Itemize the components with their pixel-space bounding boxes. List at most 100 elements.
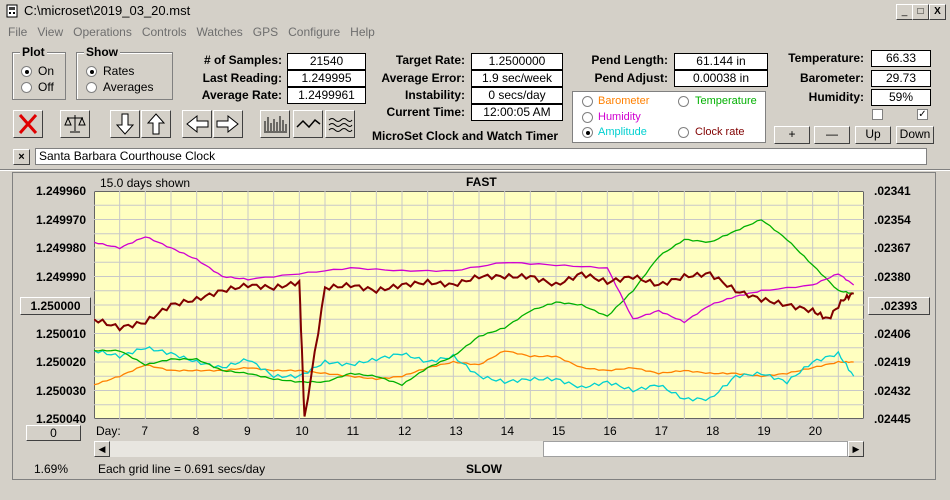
bar-graph-icon: [264, 116, 287, 133]
checkbox-1[interactable]: [872, 109, 883, 120]
scroll-left-button[interactable]: ◀: [94, 441, 110, 457]
percent-label: 1.69%: [34, 462, 69, 476]
day-tick-label: 13: [449, 424, 463, 438]
day-tick-label: 17: [654, 424, 669, 438]
up-button[interactable]: Up: [855, 126, 891, 144]
scroll-right-button[interactable]: ▶: [848, 441, 864, 457]
arrow-up-button[interactable]: [141, 110, 171, 138]
show-rates-radio[interactable]: [86, 66, 97, 77]
average-error-value: 1.9 sec/week: [471, 70, 563, 87]
maximize-button[interactable]: □: [912, 4, 929, 20]
right-tick-label: .02419: [874, 355, 911, 369]
temperature-radio[interactable]: [678, 96, 689, 107]
average-error-label: Average Error:: [381, 71, 465, 85]
pend-length-label: Pend Length:: [591, 53, 668, 67]
menu-controls[interactable]: Controls: [141, 25, 187, 39]
grid-note-label: Each grid line = 0.691 secs/day: [98, 462, 266, 476]
left-tick-label: 1.249990: [35, 269, 86, 284]
temperature-label: Temperature: [695, 95, 757, 107]
horizontal-scrollbar[interactable]: ◀ ▶: [94, 441, 864, 457]
menu-operations[interactable]: Operations: [73, 25, 132, 39]
series-line-amplitude: [94, 346, 855, 402]
plot-on-label: On: [38, 64, 55, 78]
app-icon: [6, 4, 18, 18]
left-tick-label: 1.250010: [35, 326, 86, 341]
show-group-title: Show: [84, 45, 120, 59]
samples-label: # of Samples:: [203, 53, 282, 67]
plot-area[interactable]: [94, 191, 864, 419]
day-tick-label: 7: [141, 424, 149, 438]
menu-gps[interactable]: GPS: [252, 25, 279, 39]
arrow-right-button[interactable]: [213, 110, 243, 138]
clear-button[interactable]: [13, 110, 43, 138]
day-tick-label: 11: [346, 424, 360, 438]
humidity-label: Humidity: [598, 111, 641, 123]
amplitude-radio[interactable]: [582, 127, 593, 138]
balance-button[interactable]: [60, 110, 90, 138]
days-shown-label: 15.0 days shown: [100, 176, 191, 190]
left-tick-label: 1.249960: [35, 184, 86, 198]
menu-view[interactable]: View: [37, 25, 64, 39]
plot-group-title: Plot: [20, 45, 47, 59]
minimize-button[interactable]: _: [896, 4, 913, 20]
series-line-clock-rate: [94, 271, 854, 417]
clock-name-field[interactable]: Santa Barbara Courthouse Clock: [35, 148, 927, 165]
show-averages-radio[interactable]: [86, 82, 97, 93]
slow-label: SLOW: [466, 462, 502, 476]
arrow-down-button[interactable]: [110, 110, 140, 138]
series-selector: [572, 91, 766, 143]
day-tick-label: 16: [603, 424, 617, 438]
clock-rate-radio[interactable]: [678, 127, 689, 138]
right-tick-label: .02406: [874, 326, 911, 341]
down-button[interactable]: Down: [896, 126, 934, 144]
arrow-right-icon: [216, 114, 239, 134]
app-caption: MicroSet Clock and Watch Timer: [372, 129, 559, 143]
temperature-stat-label: Temperature:: [788, 51, 864, 65]
menu-bar: File View Operations Controls Watches GPS Conf…: [0, 23, 950, 41]
right-tick-label: .02341: [874, 184, 911, 198]
day-tick-label: 8: [192, 424, 200, 438]
target-rate-label: Target Rate:: [395, 53, 465, 67]
show-rates-label: Rates: [103, 64, 135, 78]
humidity-radio[interactable]: [582, 112, 593, 123]
barometer-stat-value: 29.73: [871, 70, 931, 87]
humidity-stat-value: 59%: [871, 89, 931, 106]
red-x-icon: [18, 114, 38, 134]
left-tick-label: 1.249980: [35, 241, 86, 255]
separator: [0, 169, 950, 171]
current-time-value: 12:00:05 AM: [471, 104, 563, 121]
day-tick-label: 20: [808, 424, 823, 438]
minus-button[interactable]: —: [814, 126, 850, 144]
plot-on-radio[interactable]: [21, 66, 32, 77]
plus-button[interactable]: +: [774, 126, 810, 144]
left-tick-label: 1.250030: [35, 383, 86, 398]
center-amplitude-button[interactable]: .02393: [868, 297, 930, 315]
barometer-radio[interactable]: [582, 96, 593, 107]
arrow-left-button[interactable]: [182, 110, 212, 138]
menu-file[interactable]: File: [8, 25, 28, 39]
menu-configure[interactable]: Configure: [288, 25, 341, 39]
temperature-stat-value: 66.33: [871, 50, 931, 67]
samples-value: 21540: [287, 53, 366, 70]
wave-graph-button[interactable]: [325, 110, 355, 138]
scroll-track[interactable]: [110, 441, 543, 457]
menu-help[interactable]: Help: [350, 25, 375, 39]
right-tick-label: .02380: [874, 269, 911, 284]
day-tick-label: 15: [552, 424, 566, 438]
show-group: [76, 52, 173, 100]
day-tick-label: 12: [398, 424, 412, 438]
zoom-reset-button[interactable]: 0: [26, 425, 81, 441]
clock-name-close-button[interactable]: ×: [13, 149, 30, 165]
center-rate-button[interactable]: 1.250000: [20, 297, 91, 315]
plot-off-radio[interactable]: [21, 82, 32, 93]
close-button[interactable]: X: [929, 4, 946, 20]
barometer-label: Barometer: [598, 95, 650, 107]
checkbox-2[interactable]: ✓: [917, 109, 928, 120]
bar-graph-button[interactable]: [260, 110, 290, 138]
amplitude-label: Amplitude: [598, 126, 647, 138]
pend-adjust-value: 0.00038 in: [674, 70, 768, 87]
scroll-thumb[interactable]: [543, 441, 848, 457]
menu-watches[interactable]: Watches: [196, 25, 243, 39]
line-graph-button[interactable]: [293, 110, 323, 138]
left-tick-label: 1.250040: [35, 412, 86, 426]
